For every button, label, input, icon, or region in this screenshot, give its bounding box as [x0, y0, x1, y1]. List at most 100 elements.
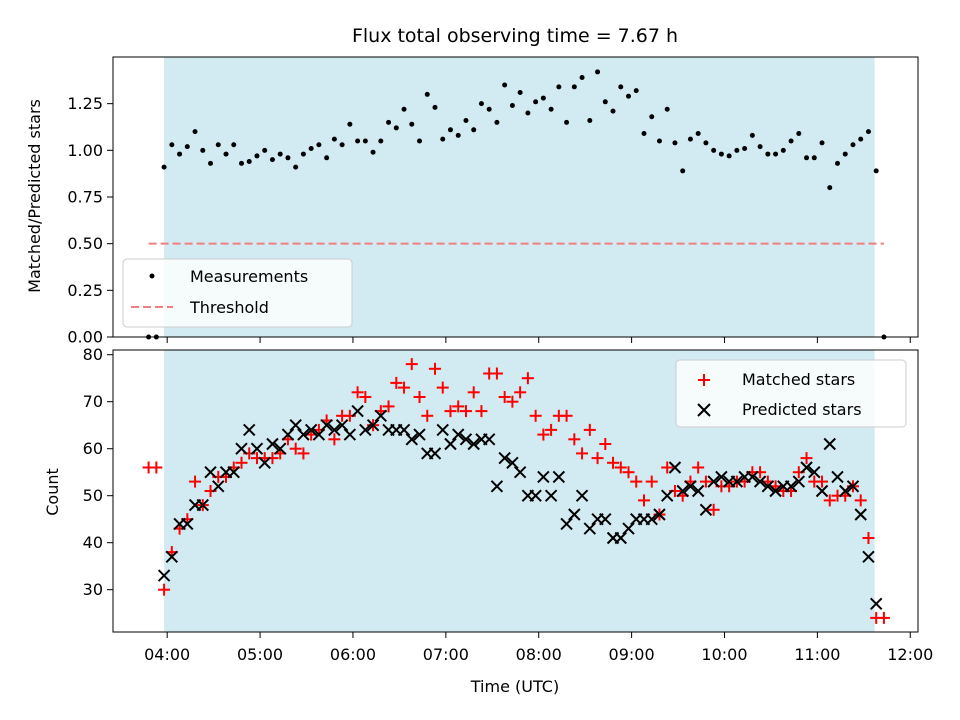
matched-star-point	[583, 423, 596, 436]
top-x-axis-ticks	[166, 337, 911, 343]
matched-star-point	[467, 386, 480, 399]
measurement-point	[687, 136, 693, 142]
predicted-star-point	[212, 480, 225, 493]
matched-star-point	[382, 400, 395, 413]
matched-star-point	[405, 358, 418, 371]
measurement-point	[517, 89, 523, 95]
matched-star-point	[490, 367, 503, 380]
matched-star-point	[189, 475, 202, 488]
y-tick-label: 0.75	[67, 188, 103, 207]
predicted-star-point	[614, 531, 627, 545]
predicted-star-point	[645, 512, 658, 526]
matched-star-point	[498, 391, 511, 403]
predicted-star-point	[335, 418, 349, 432]
y-tick-label: 1.00	[67, 141, 103, 160]
predicted-star-point	[800, 461, 813, 474]
measurement-point	[757, 144, 763, 150]
x-tick-label: 07:00	[423, 645, 469, 664]
measurement-point	[339, 142, 345, 148]
predicted-star-point	[320, 418, 333, 432]
measurement-point	[362, 138, 368, 144]
predicted-star-point	[676, 484, 689, 498]
measurement-point	[718, 151, 724, 157]
measurement-point	[432, 104, 438, 110]
predicted-star-point	[839, 484, 852, 498]
y-tick-label: 40	[83, 533, 103, 552]
predicted-star-point	[258, 456, 271, 470]
measurement-point	[556, 84, 562, 90]
measurement-point	[370, 149, 376, 155]
measurement-point	[540, 95, 546, 101]
y-tick-label: 0.25	[67, 281, 103, 300]
bottom-legend-box	[675, 359, 907, 428]
predicted-star-point	[661, 489, 674, 502]
predicted-star-point	[831, 470, 844, 484]
predicted-star-point	[761, 480, 775, 493]
matched-star-point	[413, 391, 426, 403]
matched-star-point	[692, 461, 705, 474]
measurement-point	[502, 82, 508, 88]
measurement-point	[865, 129, 871, 135]
measurement-point	[641, 131, 647, 137]
x-tick-label: 11:00	[794, 645, 840, 664]
matched-star-point	[545, 423, 558, 436]
measurement-point	[780, 147, 786, 153]
measurement-point	[842, 151, 848, 157]
x-tick-label: 12:00	[887, 645, 933, 664]
top-legend: Measurements Threshold	[122, 258, 353, 328]
bottom-y-axis-label: Count	[43, 468, 62, 516]
measurement-point	[316, 142, 322, 148]
matched-star-point	[429, 362, 441, 375]
matched-star-point	[398, 381, 411, 394]
predicted-star-point	[405, 433, 418, 446]
predicted-star-point	[769, 484, 782, 498]
predicted-star-point	[281, 428, 295, 441]
bottom-legend: Matched stars Predicted stars	[675, 359, 907, 428]
matched-star-point	[390, 376, 403, 389]
measurement-point	[231, 142, 237, 148]
matched-star-point	[351, 386, 364, 399]
y-tick-label: 0.50	[67, 234, 103, 253]
matched-star-point	[459, 405, 472, 418]
predicted-star-point	[552, 470, 566, 484]
measurement-point	[664, 106, 670, 112]
measurement-point	[417, 138, 423, 144]
measurement-point	[858, 136, 864, 142]
legend-measurements-label: Measurements	[190, 267, 308, 286]
predicted-star-point	[235, 442, 248, 455]
measurement-point	[424, 91, 430, 97]
measurement-point	[285, 155, 291, 161]
legend-predicted-label: Predicted stars	[742, 400, 862, 419]
legend-matched-marker	[698, 374, 710, 386]
predicted-star-point	[351, 404, 364, 418]
measurement-point	[455, 132, 461, 138]
measurement-point	[711, 147, 717, 153]
measurement-point	[548, 106, 554, 112]
matched-star-point	[630, 475, 643, 488]
top-y-axis-ticks: 0.00 0.25 0.50 0.75 1.00 1.25	[67, 94, 113, 347]
predicted-star-point	[157, 569, 171, 582]
measurement-point	[347, 121, 353, 127]
predicted-star-point	[815, 484, 829, 498]
predicted-star-point	[668, 461, 682, 474]
predicted-star-point	[304, 423, 318, 437]
measurement-point	[765, 151, 771, 157]
measurement-point	[208, 160, 214, 166]
predicted-star-point	[498, 451, 511, 465]
measurement-point	[184, 144, 190, 150]
measurement-point	[393, 125, 399, 131]
measurement-point	[478, 101, 484, 107]
measurement-point	[827, 185, 833, 191]
matched-star-point	[599, 438, 612, 450]
measurement-point	[835, 160, 840, 166]
predicted-star-point	[312, 428, 326, 441]
predicted-star-point	[506, 456, 519, 470]
predicted-star-point	[165, 550, 179, 564]
measurement-point	[378, 138, 384, 144]
measurement-point	[564, 119, 570, 125]
predicted-star-point	[328, 423, 341, 437]
bottom-x-axis-label: Time (UTC)	[470, 677, 559, 696]
y-tick-label: 80	[83, 345, 103, 364]
measurement-point	[703, 140, 709, 146]
matched-star-point	[444, 405, 457, 418]
